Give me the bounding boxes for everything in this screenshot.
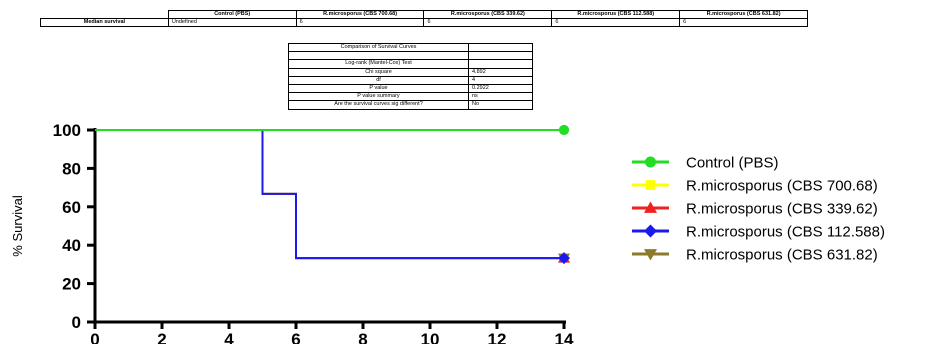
- legend-label: R.microsporus (CBS 339.62): [686, 201, 878, 218]
- chart-series-layer: [95, 124, 570, 265]
- x-tick-label: 4: [224, 330, 234, 344]
- series-line: [95, 129, 564, 260]
- x-tick-label: 0: [90, 330, 99, 344]
- median-table-cell: 6: [679, 18, 808, 27]
- comparison-table: Comparison of Survival Curves Log-rank (…: [288, 42, 533, 110]
- legend-marker: [644, 224, 657, 238]
- y-tick-label: 20: [62, 275, 81, 294]
- x-tick-label: 6: [291, 330, 300, 344]
- x-tick-label: 2: [157, 330, 166, 344]
- comparison-table-row: Are the survival curves sig different? N…: [288, 100, 533, 110]
- median-survival-table: Control (PBS) R.microsporus (CBS 700.68)…: [40, 10, 808, 27]
- y-tick-label: 60: [62, 198, 81, 217]
- x-tick-label: 8: [358, 330, 367, 344]
- x-tick-label: 12: [488, 330, 507, 344]
- legend-label: Control (PBS): [686, 155, 779, 172]
- legend-marker: [644, 156, 657, 168]
- legend-marker: [644, 201, 657, 213]
- legend-label: R.microsporus (CBS 631.82): [686, 247, 878, 264]
- legend-label: R.microsporus (CBS 700.68): [686, 178, 878, 195]
- chart-legend: Control (PBS) R.microsporus (CBS 700.68) R…: [632, 155, 885, 264]
- median-table-value-row: Median survival Undefined 6 6 6 6: [40, 18, 808, 27]
- y-tick-label: 0: [72, 313, 81, 332]
- y-tick-label: 100: [53, 121, 81, 140]
- legend-label: R.microsporus (CBS 112.588): [686, 224, 885, 241]
- series-line: [95, 129, 564, 260]
- chart-axes: 0 20 40 60 80 100 0 2 4 6 8 10 12 14: [53, 121, 574, 344]
- series-line: [95, 129, 564, 260]
- series-end-marker: [558, 124, 570, 136]
- series-line: [95, 129, 564, 260]
- legend-marker: [645, 180, 656, 190]
- x-tick-label: 10: [421, 330, 440, 344]
- y-tick-label: 40: [62, 236, 81, 255]
- series-end-marker: [558, 252, 570, 265]
- y-tick-label: 80: [62, 159, 81, 178]
- x-tick-label: 14: [555, 330, 574, 344]
- y-axis-label: % Survival: [10, 195, 25, 257]
- legend-marker: [644, 249, 657, 261]
- comparison-value: No: [468, 100, 533, 110]
